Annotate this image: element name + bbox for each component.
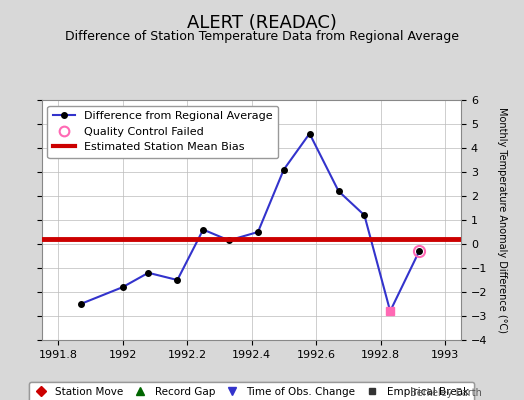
Text: ALERT (READAC): ALERT (READAC) [187,14,337,32]
Legend: Station Move, Record Gap, Time of Obs. Change, Empirical Break: Station Move, Record Gap, Time of Obs. C… [29,382,474,400]
Y-axis label: Monthly Temperature Anomaly Difference (°C): Monthly Temperature Anomaly Difference (… [497,107,507,333]
Text: Berkeley Earth: Berkeley Earth [410,388,482,398]
Text: Difference of Station Temperature Data from Regional Average: Difference of Station Temperature Data f… [65,30,459,43]
